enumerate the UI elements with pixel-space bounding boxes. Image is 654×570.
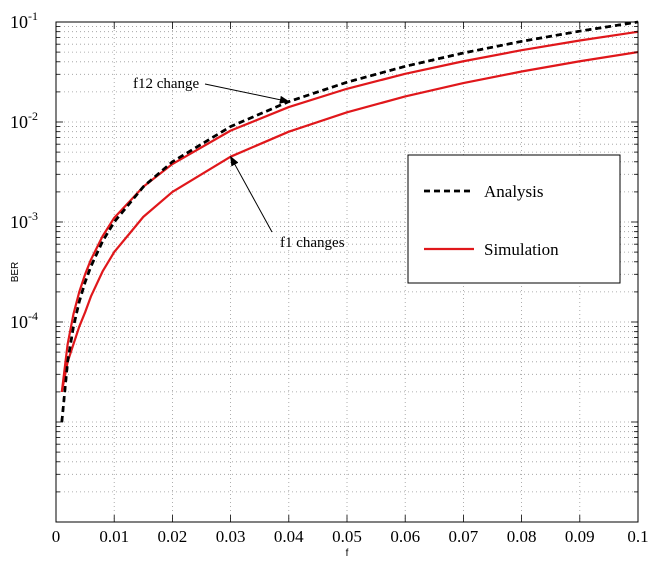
x-tick-label: 0.05 [332, 527, 362, 546]
y-tick-label: 10-2 [10, 109, 38, 132]
y-tick-label: 10-3 [10, 209, 38, 232]
y-axis-label: BER [10, 262, 21, 283]
series-line-analysis-overlay [60, 20, 639, 423]
series-line-simulation-3 [60, 51, 639, 393]
legend: Analysis Simulation [407, 154, 621, 284]
y-tick-label: 10-4 [10, 309, 38, 332]
x-tick-label: 0.03 [216, 527, 246, 546]
legend-box [407, 154, 621, 284]
annotation-arrow [230, 155, 273, 233]
x-tick-label: 0.07 [449, 527, 479, 546]
y-tick-label: 10-1 [10, 9, 38, 32]
x-tick-label: 0.08 [507, 527, 537, 546]
x-tick-label: 0.01 [99, 527, 129, 546]
x-tick-label: 0.02 [158, 527, 188, 546]
x-tick-label: 0 [52, 527, 61, 546]
x-axis-label: f [346, 548, 349, 559]
annotation-label: f1 changes [280, 235, 345, 251]
x-tick-label: 0.09 [565, 527, 595, 546]
annotations: f12 change f1 changes [133, 76, 345, 251]
x-tick-label: 0.04 [274, 527, 304, 546]
x-tick-label: 0.1 [627, 527, 648, 546]
ticks: 0 0.01 0.02 0.03 0.04 0.05 0.06 0.07 0.08 0.09 0.1… [10, 9, 649, 546]
x-tick-label: 0.06 [390, 527, 420, 546]
legend-label: Analysis [484, 182, 544, 201]
annotation-label: f12 change [133, 76, 200, 92]
legend-label: Simulation [484, 240, 559, 259]
annotation-arrow [204, 83, 290, 104]
series-layer [60, 20, 639, 423]
